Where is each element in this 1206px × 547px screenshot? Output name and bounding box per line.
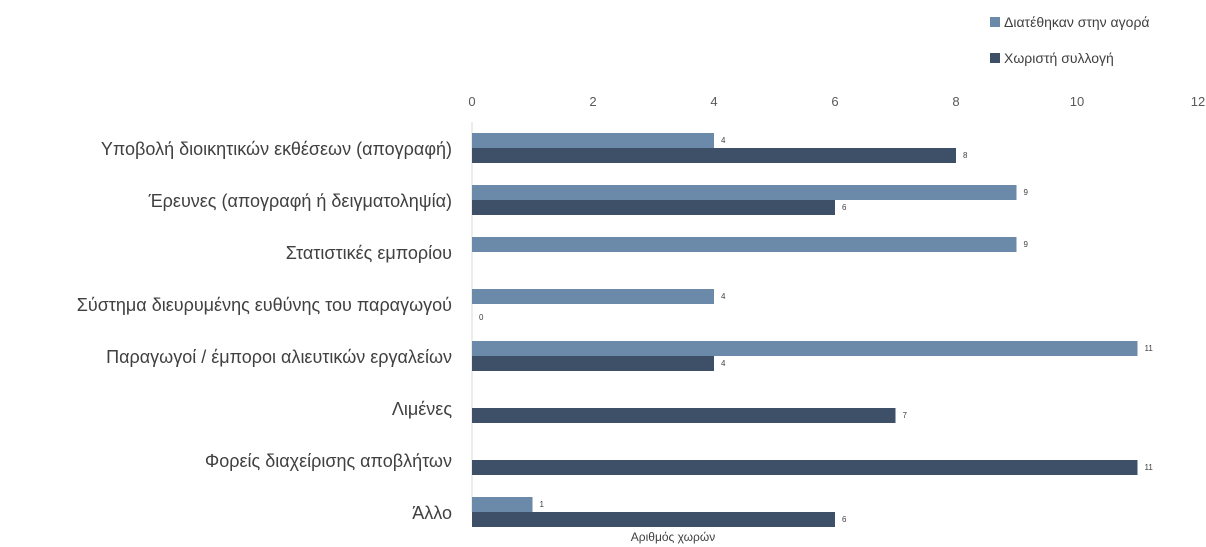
category-label: Άλλο — [412, 503, 452, 523]
bar — [472, 356, 714, 371]
data-label: 6 — [842, 203, 847, 212]
legend: Διατέθηκαν στην αγορά Χωριστή συλλογή — [990, 14, 1150, 66]
x-tick-label: 4 — [710, 94, 717, 109]
data-label: 11 — [1145, 344, 1154, 353]
bar — [472, 133, 714, 148]
data-label: 9 — [1024, 240, 1029, 249]
legend-label: Διατέθηκαν στην αγορά — [1004, 14, 1150, 30]
bar — [472, 289, 714, 304]
category-label: Έρευνες (απογραφή ή δειγματοληψία) — [148, 191, 452, 211]
data-label: 9 — [1024, 188, 1029, 197]
bar — [472, 408, 896, 423]
category-label: Φορείς διαχείρισης αποβλήτων — [205, 451, 452, 471]
bar — [472, 460, 1138, 475]
bar — [472, 497, 533, 512]
x-tick-label: 6 — [831, 94, 838, 109]
bars — [472, 133, 1138, 527]
data-label: 1 — [540, 500, 545, 509]
x-tick-label: 0 — [468, 94, 475, 109]
category-label: Υποβολή διοικητικών εκθέσεων (απογραφή) — [101, 139, 452, 159]
category-label: Σύστημα διευρυμένης ευθύνης του παραγωγο… — [77, 295, 452, 315]
x-tick-label: 2 — [589, 94, 596, 109]
data-label: 6 — [842, 515, 847, 524]
data-label: 4 — [721, 359, 726, 368]
x-tick-label: 12 — [1191, 94, 1205, 109]
x-axis-title: Αριθμός χωρών — [631, 530, 715, 544]
bar — [472, 185, 1017, 200]
data-label: 7 — [903, 411, 908, 420]
legend-label: Χωριστή συλλογή — [1004, 50, 1114, 66]
data-label: 8 — [963, 151, 968, 160]
bar — [472, 341, 1138, 356]
legend-swatch — [990, 17, 1000, 27]
category-label: Στατιστικές εμπορίου — [286, 243, 452, 263]
x-axis-ticks: 0 2 4 6 8 10 12 — [468, 94, 1205, 109]
category-labels: Υποβολή διοικητικών εκθέσεων (απογραφή) Έ… — [77, 139, 453, 523]
x-tick-label: 10 — [1070, 94, 1084, 109]
data-label: 0 — [479, 313, 484, 322]
bar — [472, 148, 956, 163]
category-label: Παραγωγοί / έμποροι αλιευτικών εργαλείων — [106, 347, 452, 367]
category-label: Λιμένες — [392, 399, 452, 419]
legend-swatch — [990, 53, 1000, 63]
data-label: 4 — [721, 136, 726, 145]
data-label: 11 — [1145, 463, 1154, 472]
data-label: 4 — [721, 292, 726, 301]
x-tick-label: 8 — [952, 94, 959, 109]
bar — [472, 237, 1017, 252]
bar — [472, 512, 835, 527]
bar — [472, 200, 835, 215]
